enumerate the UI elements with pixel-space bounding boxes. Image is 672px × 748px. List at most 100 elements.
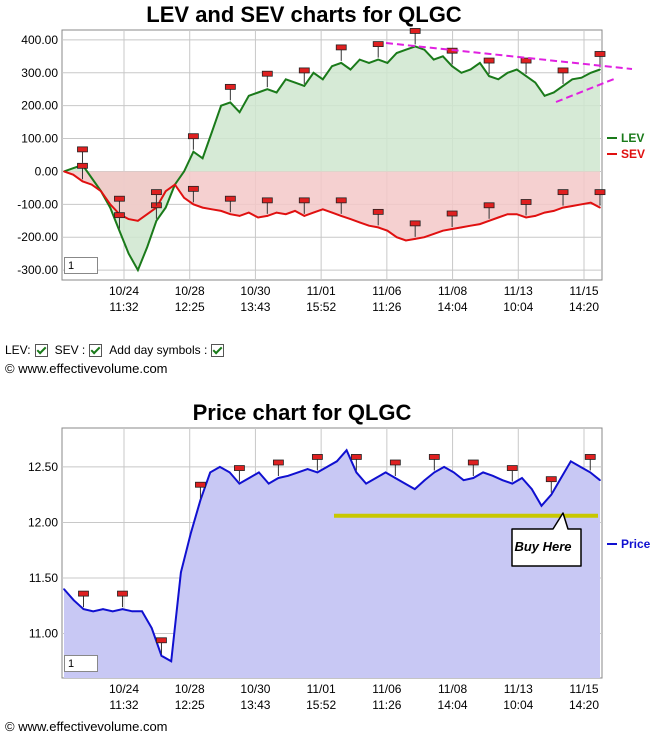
data-point-price xyxy=(531,488,533,490)
data-point-sev xyxy=(442,229,444,232)
data-point-sev xyxy=(100,190,102,192)
data-point-sev xyxy=(81,180,84,183)
data-point-price xyxy=(160,655,163,657)
day-marker-flag xyxy=(311,454,323,460)
data-point-price xyxy=(414,488,416,490)
data-point-price xyxy=(521,477,523,479)
data-point-sev xyxy=(349,218,352,220)
day-symbols-checkbox[interactable] xyxy=(211,343,225,357)
data-point-lev xyxy=(294,81,296,84)
data-point-lev xyxy=(349,68,352,71)
day-marker-flag xyxy=(298,197,310,204)
data-point-lev xyxy=(90,177,93,179)
data-point-price xyxy=(472,477,475,479)
data-point-sev xyxy=(571,205,574,207)
day-marker-flag xyxy=(261,70,273,77)
day-marker-flag xyxy=(234,465,245,471)
data-point-sev xyxy=(580,203,583,206)
data-point-lev xyxy=(599,68,601,71)
sev-checkbox[interactable] xyxy=(89,343,103,357)
x-tick-label: 10/28 xyxy=(175,682,205,696)
series-area-price xyxy=(64,450,600,678)
zoom-input-bottom[interactable]: 1 xyxy=(64,655,98,672)
x-tick-label: 15:52 xyxy=(306,698,336,712)
data-point-price xyxy=(540,505,543,507)
data-point-lev xyxy=(451,65,453,67)
data-point-price xyxy=(501,479,504,482)
x-tick-label: 11:26 xyxy=(372,698,401,712)
chart-options: LEV: SEV : Add day symbols : xyxy=(5,343,227,357)
x-tick-label: 13:43 xyxy=(240,300,270,314)
x-tick-label: 11/06 xyxy=(372,682,401,696)
chart-title: Price chart for QLGC xyxy=(193,400,412,425)
data-point-price xyxy=(433,471,436,474)
data-point-price xyxy=(277,477,280,479)
day-marker-flag xyxy=(506,465,518,471)
data-point-lev xyxy=(72,167,74,169)
data-point-sev xyxy=(469,224,472,227)
data-point-sev xyxy=(303,215,306,217)
data-point-lev xyxy=(248,95,250,97)
lev-checkbox[interactable] xyxy=(34,343,48,357)
y-tick-label: -300.00 xyxy=(17,263,58,277)
x-tick-label: 11:32 xyxy=(109,300,138,314)
data-point-lev xyxy=(238,111,241,113)
data-point-price xyxy=(579,466,582,468)
data-point-price xyxy=(209,471,211,474)
data-point-price xyxy=(599,479,601,482)
data-point-sev xyxy=(211,208,213,211)
data-point-price xyxy=(404,482,406,485)
data-point-price xyxy=(297,471,299,474)
data-point-lev xyxy=(525,75,527,77)
x-tick-label: 11/15 xyxy=(569,284,598,298)
series-line-price xyxy=(63,448,601,663)
data-point-sev xyxy=(460,226,463,229)
x-tick-label: 12:25 xyxy=(175,300,205,314)
data-point-sev xyxy=(322,208,324,211)
zoom-input-top[interactable]: 1 xyxy=(64,257,98,274)
y-tick-label: 12.50 xyxy=(28,460,58,474)
data-point-sev xyxy=(423,236,426,238)
data-point-price xyxy=(121,608,124,610)
data-point-sev xyxy=(72,173,74,176)
day-marker-flag xyxy=(187,133,199,140)
data-point-sev xyxy=(543,211,546,214)
data-point-price xyxy=(150,627,153,629)
data-point-price xyxy=(248,477,250,479)
lev-label: LEV: xyxy=(5,343,31,357)
data-point-lev xyxy=(137,269,139,271)
data-point-sev xyxy=(497,216,500,219)
day-marker-flag xyxy=(483,57,495,64)
data-point-lev xyxy=(395,52,398,54)
data-point-sev xyxy=(238,215,241,217)
x-tick-label: 11/01 xyxy=(307,682,336,696)
data-point-price xyxy=(550,493,553,496)
y-tick-label: 0.00 xyxy=(35,164,59,178)
data-point-lev xyxy=(479,62,481,64)
day-marker-flag xyxy=(557,67,569,74)
data-point-price xyxy=(267,482,270,485)
x-tick-label: 11/15 xyxy=(569,682,598,696)
data-point-lev xyxy=(497,78,500,81)
data-point-sev xyxy=(257,216,259,219)
day-marker-flag xyxy=(78,590,89,597)
day-marker-flag xyxy=(594,189,606,196)
day-marker-flag xyxy=(298,67,310,74)
data-point-lev xyxy=(285,78,287,81)
data-point-sev xyxy=(192,203,195,206)
data-point-lev xyxy=(460,72,463,74)
day-marker-flag xyxy=(557,189,569,196)
day-marker-flag xyxy=(195,481,206,488)
chart-title: LEV and SEV charts for QLGC xyxy=(146,2,462,27)
day-marker-flag xyxy=(483,202,495,209)
data-point-lev xyxy=(553,91,555,94)
data-point-price xyxy=(92,610,94,613)
data-point-lev xyxy=(432,58,435,61)
data-point-lev xyxy=(220,104,222,107)
x-tick-label: 11/08 xyxy=(438,284,467,298)
data-point-price xyxy=(453,471,455,474)
day-marker-flag xyxy=(409,28,421,34)
day-marker-flag xyxy=(594,51,606,57)
data-point-lev xyxy=(469,68,472,71)
data-point-lev xyxy=(405,48,407,51)
